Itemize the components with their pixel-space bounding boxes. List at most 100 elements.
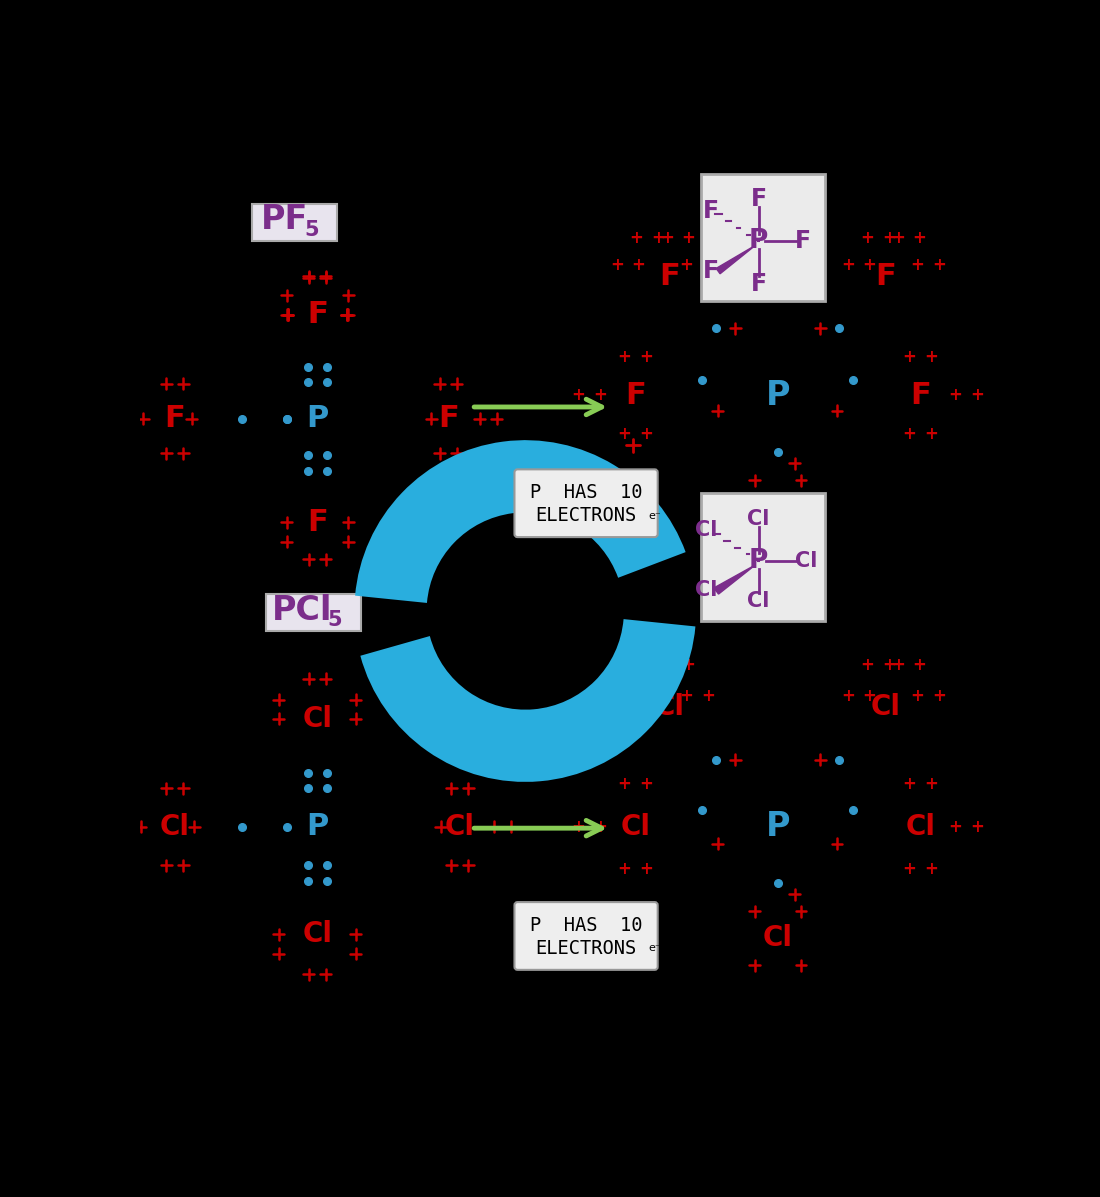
- Text: +: +: [571, 818, 585, 836]
- Text: +: +: [651, 229, 664, 247]
- Text: e⁻: e⁻: [649, 943, 661, 953]
- Text: +: +: [862, 687, 877, 705]
- Text: F: F: [703, 199, 719, 223]
- Text: +: +: [902, 425, 916, 443]
- Text: +: +: [924, 425, 938, 443]
- Text: P: P: [749, 229, 768, 255]
- Text: +: +: [970, 818, 985, 836]
- Text: +: +: [651, 656, 664, 674]
- Text: Cl: Cl: [747, 509, 770, 529]
- Text: +: +: [639, 859, 653, 877]
- Text: +: +: [571, 387, 585, 405]
- Text: +: +: [682, 229, 695, 247]
- Text: +: +: [924, 776, 938, 794]
- Text: Cl: Cl: [695, 581, 717, 600]
- Text: +: +: [924, 348, 938, 366]
- Text: +: +: [593, 818, 607, 836]
- Text: +: +: [970, 387, 985, 405]
- Text: F: F: [910, 381, 931, 409]
- Text: P  HAS  10: P HAS 10: [530, 482, 642, 502]
- Text: Cl: Cl: [795, 551, 817, 571]
- Text: +: +: [679, 687, 693, 705]
- Text: Cl: Cl: [747, 591, 770, 610]
- Text: Cl: Cl: [620, 813, 650, 840]
- FancyBboxPatch shape: [515, 469, 658, 537]
- Text: F: F: [625, 381, 646, 409]
- Text: +: +: [860, 656, 875, 674]
- Text: +: +: [660, 229, 674, 247]
- Text: F: F: [438, 405, 459, 433]
- Text: +: +: [679, 255, 693, 274]
- Text: Cl: Cl: [302, 920, 332, 948]
- Text: +: +: [924, 859, 938, 877]
- Text: +: +: [932, 255, 946, 274]
- Text: +: +: [617, 859, 631, 877]
- Text: +: +: [639, 425, 653, 443]
- FancyBboxPatch shape: [701, 174, 825, 302]
- Text: Cl: Cl: [444, 813, 475, 840]
- Text: P: P: [766, 379, 790, 412]
- Text: +: +: [629, 656, 644, 674]
- Text: F: F: [750, 187, 767, 211]
- Text: +: +: [902, 776, 916, 794]
- Text: +: +: [948, 387, 962, 405]
- Text: +: +: [660, 656, 674, 674]
- Text: +: +: [882, 229, 895, 247]
- Text: F: F: [795, 230, 812, 254]
- Text: 5: 5: [305, 220, 319, 239]
- Text: +: +: [609, 687, 624, 705]
- Text: P: P: [766, 810, 790, 843]
- Text: +: +: [932, 687, 946, 705]
- Text: +: +: [902, 859, 916, 877]
- Text: +: +: [701, 255, 715, 274]
- Text: ELECTRONS: ELECTRONS: [536, 506, 637, 525]
- Text: F: F: [768, 493, 789, 522]
- Text: F: F: [307, 300, 328, 329]
- Text: F: F: [703, 259, 719, 282]
- Text: +: +: [891, 656, 905, 674]
- Text: ELECTRONS: ELECTRONS: [536, 938, 637, 958]
- Text: Cl: Cl: [870, 693, 901, 722]
- Text: +: +: [609, 255, 624, 274]
- Text: +: +: [701, 687, 715, 705]
- Text: P: P: [306, 405, 329, 433]
- Text: +: +: [860, 229, 875, 247]
- Text: P: P: [306, 812, 329, 841]
- Text: +: +: [862, 255, 877, 274]
- Text: F: F: [876, 262, 896, 291]
- Text: +: +: [617, 348, 631, 366]
- Text: P  HAS  10: P HAS 10: [530, 916, 642, 935]
- Text: 5: 5: [328, 610, 342, 631]
- Text: +: +: [840, 255, 855, 274]
- FancyBboxPatch shape: [701, 493, 825, 621]
- Text: Cl: Cl: [695, 521, 717, 540]
- Polygon shape: [714, 565, 756, 594]
- Text: +: +: [639, 776, 653, 794]
- Text: +: +: [891, 229, 905, 247]
- Text: Cl: Cl: [762, 924, 793, 953]
- Text: Cl: Cl: [654, 693, 685, 722]
- Text: +: +: [593, 387, 607, 405]
- Text: +: +: [631, 255, 646, 274]
- Text: e⁻: e⁻: [649, 511, 661, 521]
- FancyBboxPatch shape: [252, 203, 337, 241]
- Text: +: +: [840, 687, 855, 705]
- Text: +: +: [948, 818, 962, 836]
- Text: F: F: [750, 272, 767, 296]
- Text: +: +: [631, 687, 646, 705]
- FancyBboxPatch shape: [515, 903, 658, 970]
- Text: +: +: [639, 348, 653, 366]
- Text: +: +: [629, 229, 644, 247]
- FancyBboxPatch shape: [266, 594, 361, 631]
- Text: F: F: [307, 508, 328, 537]
- Text: Cl: Cl: [905, 813, 935, 840]
- Text: P: P: [749, 548, 768, 575]
- Text: +: +: [913, 229, 926, 247]
- Text: +: +: [910, 687, 924, 705]
- Text: +: +: [913, 656, 926, 674]
- Text: +: +: [617, 425, 631, 443]
- Text: +: +: [617, 776, 631, 794]
- Text: +: +: [682, 656, 695, 674]
- Text: +: +: [902, 348, 916, 366]
- Polygon shape: [716, 245, 756, 274]
